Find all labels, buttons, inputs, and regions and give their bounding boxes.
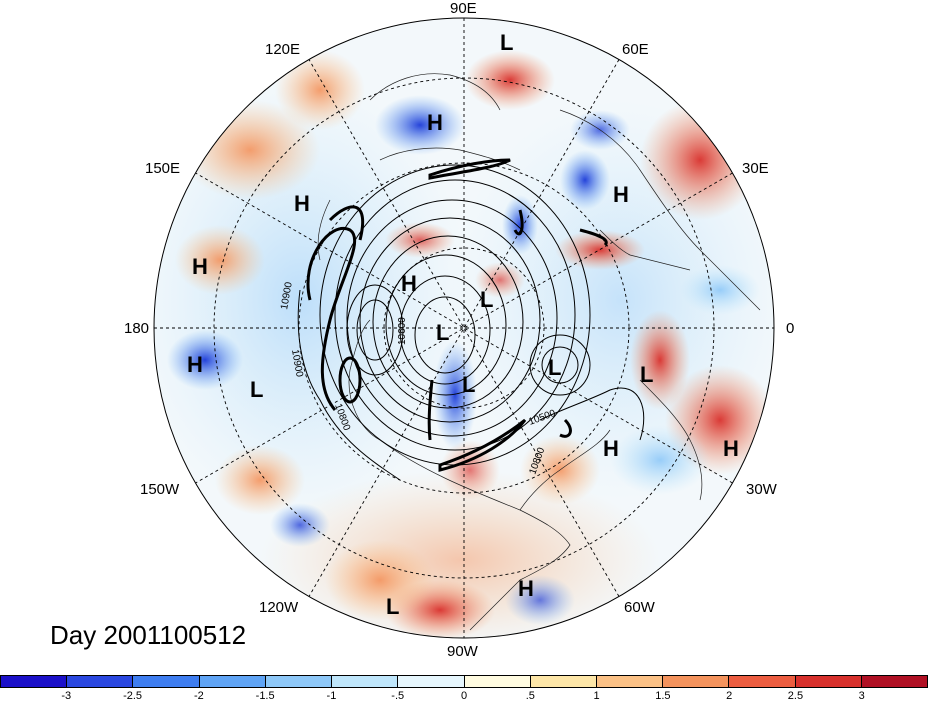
lon-label-30w: 30W: [746, 481, 777, 498]
colorbar-segment: [795, 676, 862, 687]
contour-label: 10900: [279, 281, 295, 311]
low-center-marker: L: [436, 320, 450, 345]
lon-label-90w: 90W: [447, 643, 478, 660]
high-center-marker: H: [187, 352, 203, 377]
lon-label-120e: 120E: [265, 41, 301, 58]
map-boundary: [153, 17, 775, 639]
colorbar-segment: [67, 676, 134, 687]
low-center-marker: L: [480, 287, 494, 312]
high-center-marker: H: [294, 191, 310, 216]
colorbar-tick-label: 3: [858, 690, 865, 702]
colorbar-tick-label: -2.5: [123, 690, 143, 702]
high-center-marker: H: [723, 436, 739, 461]
colorbar-segment: [464, 676, 531, 687]
height-contours: [297, 158, 645, 481]
date-title: Day 2001100512: [50, 620, 247, 650]
low-center-marker: L: [640, 362, 654, 387]
colorbar-tick-label: -2: [193, 690, 204, 702]
high-center-marker: H: [518, 576, 534, 601]
colorbar-segment: [265, 676, 333, 687]
high-center-marker: H: [603, 436, 619, 461]
colorbar-segment: [199, 676, 266, 687]
colorbar-tick-label: 0: [460, 690, 468, 702]
lon-label-90e: 90E: [450, 0, 477, 17]
colorbar-segment: [133, 676, 200, 687]
graticule: [154, 18, 774, 638]
lon-label-60w: 60W: [624, 599, 655, 616]
lon-label-120w: 120W: [259, 599, 299, 616]
low-center-marker: L: [500, 30, 514, 55]
lon-label-0: 0: [786, 320, 795, 337]
high-center-marker: H: [613, 182, 629, 207]
colorbar-segment: [1, 676, 68, 687]
colorbar-segment: [861, 676, 928, 687]
colorbar-tick-label: -1.5: [255, 690, 275, 702]
low-center-marker: L: [250, 377, 264, 402]
colorbar-tick-label: -3: [61, 690, 72, 702]
colorbar-tick-label: -1: [326, 690, 337, 702]
low-center-marker: L: [462, 372, 476, 397]
lon-label-30e: 30E: [742, 160, 769, 177]
colorbar-segment: [332, 676, 399, 687]
low-center-marker: L: [386, 594, 400, 619]
colorbar-segment: [596, 676, 664, 687]
high-center-marker: H: [192, 254, 208, 279]
high-center-marker: H: [427, 110, 443, 135]
coastlines: [317, 73, 761, 631]
colorbar-segment: [530, 676, 597, 687]
colorbar: [0, 675, 928, 688]
contour-label: 10600: [397, 317, 408, 345]
lon-label-150e: 150E: [145, 160, 181, 177]
colorbar-segment: [398, 676, 465, 687]
contour-label: 10900: [289, 349, 305, 379]
anomaly-field: [154, 18, 774, 638]
colorbar-tick-label: .5: [525, 690, 535, 702]
colorbar-segment: [663, 676, 730, 687]
lon-label-180: 180: [124, 320, 150, 337]
high-center-marker: H: [401, 271, 417, 296]
colorbar-tick-label: 2.5: [787, 690, 804, 702]
colorbar-tick-label: 1.5: [655, 690, 671, 702]
colorbar-tick-label: -.5: [391, 690, 405, 702]
colorbar-segment: [729, 676, 796, 687]
lon-label-60e: 60E: [622, 41, 649, 58]
lon-label-150w: 150W: [140, 481, 180, 498]
colorbar-tick-label: 1: [593, 690, 600, 702]
low-center-marker: L: [548, 355, 562, 380]
colorbar-tick-label: 2: [726, 690, 733, 702]
